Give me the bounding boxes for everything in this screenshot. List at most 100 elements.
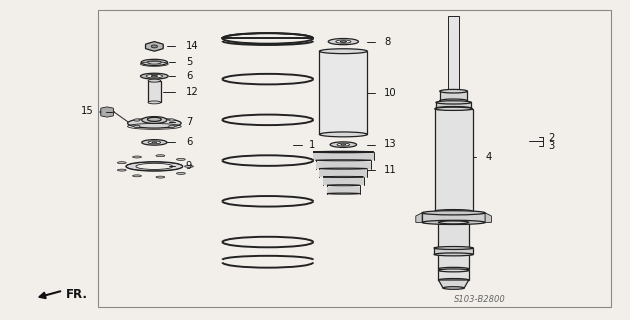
Ellipse shape <box>337 143 350 146</box>
Bar <box>448 16 459 90</box>
Ellipse shape <box>319 49 367 54</box>
Ellipse shape <box>341 144 346 145</box>
Ellipse shape <box>434 253 473 256</box>
Bar <box>438 222 469 269</box>
Ellipse shape <box>133 156 141 158</box>
Bar <box>327 187 360 194</box>
Ellipse shape <box>313 151 374 153</box>
Text: 5: 5 <box>186 57 192 67</box>
Text: 11: 11 <box>384 164 397 175</box>
Ellipse shape <box>117 162 126 164</box>
Ellipse shape <box>148 101 161 104</box>
Ellipse shape <box>169 125 175 128</box>
Text: 14: 14 <box>186 41 198 51</box>
Polygon shape <box>416 213 422 222</box>
Ellipse shape <box>132 175 141 177</box>
Text: 15: 15 <box>81 106 93 116</box>
Ellipse shape <box>438 267 469 270</box>
Ellipse shape <box>328 38 358 45</box>
Bar <box>148 81 161 102</box>
Text: 7: 7 <box>186 117 192 127</box>
Ellipse shape <box>327 193 360 194</box>
Ellipse shape <box>152 142 157 143</box>
Polygon shape <box>438 280 469 288</box>
Ellipse shape <box>140 73 168 79</box>
Text: 12: 12 <box>186 86 198 97</box>
Ellipse shape <box>336 40 351 43</box>
Bar <box>436 102 471 108</box>
Ellipse shape <box>142 140 167 145</box>
Bar <box>435 109 472 211</box>
Bar <box>98 10 611 307</box>
Ellipse shape <box>141 59 168 66</box>
Ellipse shape <box>443 287 464 289</box>
Ellipse shape <box>146 43 163 50</box>
Bar <box>319 51 367 134</box>
Ellipse shape <box>313 151 374 153</box>
Ellipse shape <box>340 41 347 43</box>
Ellipse shape <box>435 210 472 213</box>
Ellipse shape <box>330 142 357 148</box>
Text: 10: 10 <box>384 88 397 98</box>
Text: 3: 3 <box>548 140 554 151</box>
Ellipse shape <box>148 79 161 82</box>
Text: 8: 8 <box>384 36 391 47</box>
Ellipse shape <box>146 74 163 78</box>
Text: 1: 1 <box>309 140 315 150</box>
Ellipse shape <box>169 119 175 121</box>
Text: 2: 2 <box>548 132 554 143</box>
Ellipse shape <box>136 163 173 170</box>
Ellipse shape <box>438 221 469 224</box>
Ellipse shape <box>151 45 158 48</box>
Text: 13: 13 <box>384 139 397 149</box>
Text: 4: 4 <box>485 152 491 162</box>
Ellipse shape <box>142 116 167 124</box>
Bar <box>313 153 374 160</box>
Bar <box>422 213 485 222</box>
Polygon shape <box>101 107 113 117</box>
Text: 6: 6 <box>186 137 192 147</box>
Ellipse shape <box>117 169 126 171</box>
Ellipse shape <box>436 101 471 104</box>
Ellipse shape <box>100 110 114 114</box>
Ellipse shape <box>176 158 185 160</box>
Ellipse shape <box>435 107 472 110</box>
Ellipse shape <box>147 117 161 121</box>
Ellipse shape <box>151 75 158 77</box>
Ellipse shape <box>434 246 473 250</box>
Ellipse shape <box>316 160 371 161</box>
Ellipse shape <box>319 168 367 169</box>
Bar <box>440 91 467 101</box>
Ellipse shape <box>156 176 165 178</box>
Polygon shape <box>485 213 491 222</box>
Ellipse shape <box>438 269 469 272</box>
Ellipse shape <box>156 155 165 157</box>
Text: 9: 9 <box>186 161 192 171</box>
Ellipse shape <box>327 185 360 186</box>
Ellipse shape <box>176 172 185 174</box>
Polygon shape <box>146 42 163 51</box>
Text: FR.: FR. <box>66 288 88 301</box>
Bar <box>323 178 364 185</box>
Ellipse shape <box>134 125 140 128</box>
Text: S103-B2800: S103-B2800 <box>454 295 505 304</box>
Ellipse shape <box>436 107 471 110</box>
Ellipse shape <box>134 119 140 121</box>
Ellipse shape <box>147 61 161 64</box>
Ellipse shape <box>422 220 485 225</box>
Ellipse shape <box>440 99 467 103</box>
Ellipse shape <box>438 278 469 282</box>
Bar <box>319 170 367 177</box>
Ellipse shape <box>127 118 181 128</box>
Text: 6: 6 <box>186 71 192 81</box>
Ellipse shape <box>422 211 485 215</box>
Ellipse shape <box>126 162 183 171</box>
Bar <box>438 270 469 280</box>
Bar <box>434 248 473 254</box>
Ellipse shape <box>148 141 161 144</box>
Ellipse shape <box>185 165 193 167</box>
Ellipse shape <box>323 176 364 178</box>
Ellipse shape <box>440 89 467 93</box>
Ellipse shape <box>319 132 367 137</box>
Bar <box>316 162 371 169</box>
